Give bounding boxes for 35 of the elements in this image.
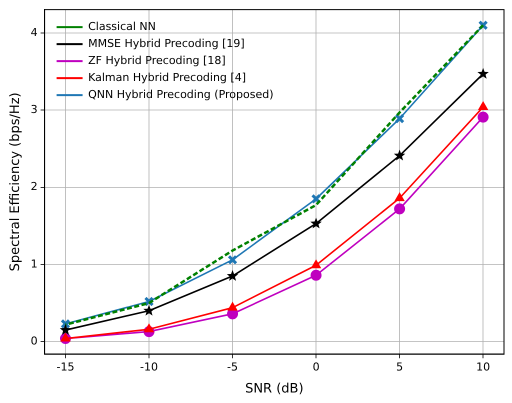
point [228, 302, 238, 311]
y-tick-label: 3 [30, 103, 38, 116]
y-axis-title: Spectral Efficiency (bps/Hz) [8, 92, 24, 272]
legend-label: ZF Hybrid Precoding [18] [88, 54, 226, 67]
y-tick-label: 0 [30, 334, 38, 348]
point [60, 333, 70, 342]
point [144, 324, 154, 332]
y-tick-label: 4 [30, 26, 38, 39]
x-tick-label: 0 [312, 360, 320, 374]
point [394, 114, 405, 124]
point [478, 102, 488, 110]
point [394, 203, 406, 214]
y-tick-label: 2 [30, 180, 38, 194]
point [310, 218, 322, 228]
point [394, 150, 406, 161]
point [394, 192, 404, 202]
x-tick-label: -5 [227, 360, 238, 374]
x-axis-title: SNR (dB) [245, 382, 304, 397]
x-tick-label: -10 [140, 360, 158, 374]
legend-label: QNN Hybrid Precoding (Proposed) [88, 88, 274, 101]
x-tick-label: 10 [476, 360, 490, 374]
legend-label: MMSE Hybrid Precoding [19] [88, 36, 245, 50]
legend-label: Kalman Hybrid Precoding [4] [88, 70, 246, 84]
point [60, 324, 72, 335]
x-tick-label: -15 [56, 360, 74, 374]
point [143, 304, 155, 316]
legend-label: Classical NN [88, 20, 156, 33]
point [228, 254, 238, 265]
point [478, 112, 489, 123]
x-tick-label: 5 [396, 360, 404, 374]
point [311, 260, 321, 268]
y-tick-label: 1 [30, 257, 38, 270]
point [310, 270, 322, 281]
point [226, 270, 238, 281]
point [477, 68, 489, 79]
